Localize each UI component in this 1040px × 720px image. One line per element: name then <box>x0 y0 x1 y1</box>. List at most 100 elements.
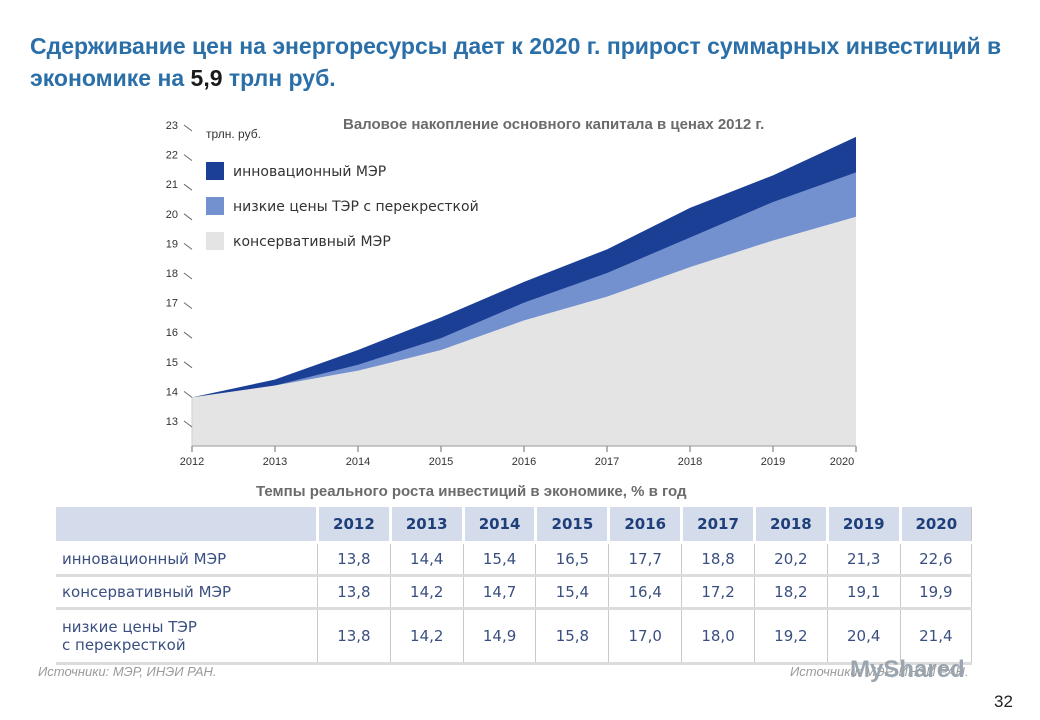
chart-legend: инновационный МЭР низкие цены ТЭР с перек… <box>206 162 479 250</box>
slide-title-part2: трлн руб. <box>222 65 336 91</box>
table-cell: 19,2 <box>753 608 828 665</box>
legend-swatch <box>206 232 224 250</box>
table-header-year: 2013 <box>388 507 464 544</box>
slide-title: Сдерживание цен на энергоресурсы дает к … <box>30 30 1020 94</box>
table-title: Темпы реального роста инвестиций в эконо… <box>256 483 687 500</box>
table-header-corner <box>56 507 318 544</box>
y-tick-mark <box>183 390 193 398</box>
table-cell: 16,5 <box>535 542 609 577</box>
table-cell: 15,8 <box>535 608 609 665</box>
table-cell: 13,8 <box>317 575 391 610</box>
y-tick-label: 17 <box>166 298 178 310</box>
table-header-year: 2015 <box>534 507 609 544</box>
table-cell: 15,4 <box>462 542 536 577</box>
y-tick-label: 16 <box>166 327 178 339</box>
y-tick-label: 14 <box>166 386 178 398</box>
x-tick-label: 2017 <box>595 456 619 468</box>
table-cell: 19,9 <box>899 575 973 610</box>
x-tick-label: 2012 <box>180 456 204 468</box>
table-header-year: 2014 <box>461 507 536 544</box>
table-cell: 14,9 <box>462 608 536 665</box>
x-tick-label: 2018 <box>678 456 702 468</box>
table-cell: 17,0 <box>608 608 682 665</box>
y-unit-label: трлн. руб. <box>206 127 261 141</box>
y-tick-label: 13 <box>166 416 178 428</box>
y-tick-mark <box>183 302 193 310</box>
row-label-line2: с перекресткой <box>62 636 186 654</box>
table-cell: 14,2 <box>389 608 464 665</box>
x-tick-label: 2014 <box>346 456 370 468</box>
x-tick-label: 2016 <box>512 456 536 468</box>
y-tick-label: 20 <box>166 209 178 221</box>
table-header-year: 2020 <box>898 507 973 544</box>
table-cell: 18,2 <box>753 575 828 610</box>
y-tick-label: 22 <box>166 150 178 162</box>
table-cell: 17,7 <box>608 542 682 577</box>
table-header-year: 2019 <box>825 507 901 544</box>
source-note-left: Источники: МЭР, ИНЭИ РАН. <box>38 664 217 679</box>
y-tick-mark <box>183 124 193 132</box>
page-number: 32 <box>994 692 1013 711</box>
y-tick-label: 18 <box>166 268 178 280</box>
table-row: инновационный МЭР 13,8 14,4 15,4 16,5 17… <box>56 542 973 577</box>
table-cell: 21,4 <box>899 608 973 665</box>
area-series <box>192 216 856 446</box>
table-cell: 14,7 <box>462 575 536 610</box>
watermark-logo: MyShared <box>850 656 965 683</box>
table-header-year: 2018 <box>752 507 828 544</box>
table-cell: 13,8 <box>317 608 391 665</box>
row-label-line1: низкие цены ТЭР <box>62 618 197 636</box>
table-cell: 17,2 <box>681 575 755 610</box>
row-label: консервативный МЭР <box>56 575 318 610</box>
legend-label: консервативный МЭР <box>233 234 391 250</box>
table-cell: 18,0 <box>681 608 755 665</box>
row-label: инновационный МЭР <box>56 542 318 577</box>
legend-swatch <box>206 162 224 180</box>
legend-label: инновационный МЭР <box>233 164 386 180</box>
y-tick-mark <box>183 420 193 428</box>
chart-title: Валовое накопление основного капитала в … <box>343 116 765 133</box>
legend-swatch <box>206 197 224 215</box>
y-tick-label: 21 <box>166 179 178 191</box>
y-tick-mark <box>183 361 193 369</box>
y-tick-mark <box>183 242 193 250</box>
source-note-right: Источники: МЭР, ИНЭИ РАН. <box>790 664 969 679</box>
table-cell: 19,1 <box>826 575 901 610</box>
table-header-year: 2012 <box>316 507 391 544</box>
y-tick-mark <box>183 331 193 339</box>
y-tick-mark <box>183 272 193 280</box>
x-tick-label: 2015 <box>429 456 453 468</box>
slide-title-part1: Сдерживание цен на энергоресурсы дает к … <box>30 33 1002 91</box>
table-cell: 14,2 <box>389 575 464 610</box>
x-tick-label: 2020 <box>830 456 854 468</box>
slide-title-highlight: 5,9 <box>190 65 223 91</box>
growth-rate-table: 2012 2013 2014 2015 2016 2017 2018 2019 … <box>56 507 973 665</box>
table-cell: 20,2 <box>753 542 828 577</box>
legend-label: низкие цены ТЭР с перекресткой <box>233 199 479 215</box>
y-tick-label: 15 <box>166 357 178 369</box>
table-cell: 18,8 <box>681 542 755 577</box>
x-tick-label: 2019 <box>761 456 785 468</box>
table-cell: 15,4 <box>535 575 609 610</box>
table-cell: 14,4 <box>389 542 464 577</box>
table-header-row: 2012 2013 2014 2015 2016 2017 2018 2019 … <box>56 507 973 544</box>
y-tick-label: 23 <box>166 120 178 132</box>
y-tick-label: 19 <box>166 238 178 250</box>
table-header-year: 2017 <box>680 507 755 544</box>
y-tick-mark <box>183 183 193 191</box>
table-cell: 20,4 <box>826 608 901 665</box>
x-tick-label: 2013 <box>263 456 287 468</box>
row-label: низкие цены ТЭР с перекресткой <box>56 608 318 665</box>
table-row: низкие цены ТЭР с перекресткой 13,8 14,2… <box>56 608 973 665</box>
table-row: консервативный МЭР 13,8 14,2 14,7 15,4 1… <box>56 575 973 610</box>
table-cell: 16,4 <box>608 575 682 610</box>
table-cell: 22,6 <box>899 542 973 577</box>
x-axis-ticks: 2012 2013 2014 2015 2016 2017 2018 2019 2020 <box>180 446 857 468</box>
table-cell: 21,3 <box>826 542 901 577</box>
table-header-year: 2016 <box>607 507 682 544</box>
area-layers <box>191 136 856 447</box>
y-axis-ticks: 13 14 15 16 17 18 19 20 21 22 23 <box>166 120 193 428</box>
y-tick-mark <box>183 154 193 162</box>
y-tick-mark <box>183 213 193 221</box>
